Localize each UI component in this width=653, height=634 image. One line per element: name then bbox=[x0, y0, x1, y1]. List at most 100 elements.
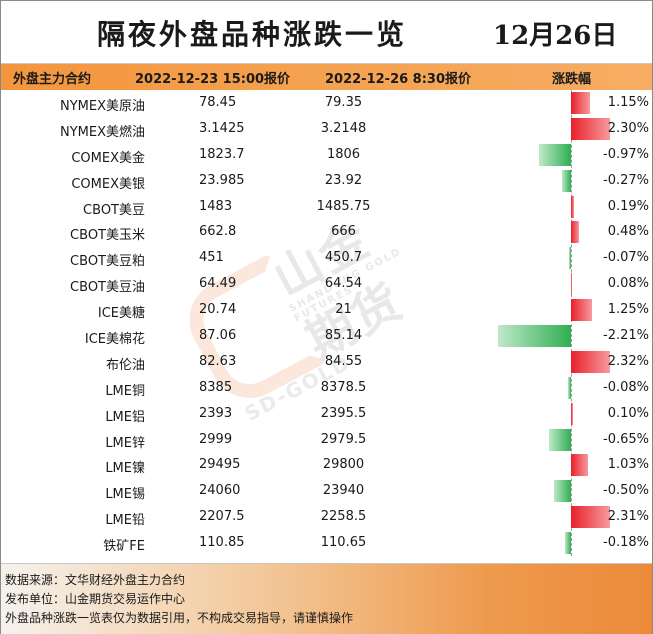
change-bar bbox=[538, 143, 571, 166]
change-bar bbox=[571, 454, 589, 477]
table-row: 布伦油 82.63 84.55 2.32% bbox=[1, 349, 652, 375]
change-bar bbox=[571, 195, 575, 218]
table-row: LME镍 29495 29800 1.03% bbox=[1, 452, 652, 478]
contract-name: LME锡 bbox=[105, 487, 145, 503]
table-row: ICE美糖 20.74 21 1.25% bbox=[1, 297, 652, 323]
price-2022-12-23: 87.06 bbox=[199, 328, 237, 344]
change-percent: -0.50% bbox=[603, 483, 649, 499]
price-2022-12-23: 78.45 bbox=[199, 95, 237, 110]
table-row: COMEX美银 23.985 23.92 -0.27% bbox=[1, 168, 652, 194]
contract-name: 铁矿FE bbox=[103, 539, 145, 555]
change-zero-axis bbox=[571, 90, 572, 556]
price-2022-12-23: 29495 bbox=[199, 457, 241, 473]
price-2022-12-23: 20.74 bbox=[199, 302, 237, 318]
table-row: LME锡 24060 23940 -0.50% bbox=[1, 478, 652, 504]
price-2022-12-26: 450.7 bbox=[324, 250, 363, 266]
contract-name: NYMEX美原油 bbox=[59, 99, 145, 114]
change-bar bbox=[497, 325, 571, 348]
change-percent: 0.08% bbox=[607, 276, 649, 292]
change-bar bbox=[571, 221, 580, 244]
contract-name: LME锌 bbox=[105, 435, 145, 451]
price-2022-12-26: 85.14 bbox=[324, 328, 363, 344]
price-2022-12-23: 110.85 bbox=[199, 535, 245, 551]
change-percent: 0.19% bbox=[607, 198, 649, 214]
change-percent: -0.08% bbox=[603, 379, 649, 395]
change-bar bbox=[549, 428, 571, 451]
price-2022-12-23: 23.985 bbox=[199, 172, 245, 188]
change-percent: -0.18% bbox=[603, 535, 649, 551]
table-row: NYMEX美原油 78.45 79.35 1.15% bbox=[1, 90, 652, 116]
change-bar bbox=[565, 532, 571, 555]
price-2022-12-26: 21 bbox=[335, 302, 352, 318]
table-row: CBOT美豆油 64.49 64.54 0.08% bbox=[1, 271, 652, 297]
price-2022-12-26: 84.55 bbox=[324, 353, 363, 369]
table-row: ICE美棉花 87.06 85.14 -2.21% bbox=[1, 323, 652, 349]
price-2022-12-26: 110.65 bbox=[320, 535, 367, 551]
price-2022-12-26: 2395.5 bbox=[320, 405, 367, 421]
table-row: NYMEX美燃油 3.1425 3.2148 2.30% bbox=[1, 116, 652, 142]
table-row: LME铅 2207.5 2258.5 2.31% bbox=[1, 504, 652, 530]
price-2022-12-26: 23940 bbox=[322, 483, 365, 499]
change-bar bbox=[571, 273, 573, 296]
price-2022-12-26: 8378.5 bbox=[320, 379, 367, 395]
change-percent: -0.65% bbox=[603, 431, 649, 447]
column-header-price1: 2022-12-23 15:00报价 bbox=[135, 72, 291, 87]
change-bar bbox=[554, 480, 571, 503]
contract-name: ICE美棉花 bbox=[84, 332, 145, 348]
price-2022-12-23: 24060 bbox=[199, 483, 241, 499]
change-bar bbox=[571, 299, 592, 322]
table-row: LME铜 8385 8378.5 -0.08% bbox=[1, 375, 652, 401]
contract-name: CBOT美豆粕 bbox=[70, 254, 145, 270]
table-row: 铁矿FE 110.85 110.65 -0.18% bbox=[1, 530, 652, 556]
contract-name: LME铜 bbox=[105, 383, 145, 399]
price-2022-12-23: 662.8 bbox=[199, 224, 237, 240]
table-row: CBOT美豆 1483 1485.75 0.19% bbox=[1, 194, 652, 220]
table-row: CBOT美豆粕 451 450.7 -0.07% bbox=[1, 245, 652, 271]
contract-name: ICE美糖 bbox=[97, 306, 145, 322]
price-2022-12-26: 2258.5 bbox=[320, 509, 367, 525]
contract-name: NYMEX美燃油 bbox=[59, 124, 145, 140]
contract-name: LME镍 bbox=[105, 461, 145, 477]
price-2022-12-23: 2999 bbox=[199, 431, 233, 447]
change-bar bbox=[571, 506, 610, 529]
table-row: CBOT美玉米 662.8 666 0.48% bbox=[1, 219, 652, 245]
price-2022-12-23: 451 bbox=[199, 250, 224, 266]
column-header-change: 涨跌幅 bbox=[552, 72, 592, 87]
contract-name: CBOT美玉米 bbox=[70, 228, 145, 244]
table-row: LME锌 2999 2979.5 -0.65% bbox=[1, 427, 652, 453]
table-row: LME铝 2393 2395.5 0.10% bbox=[1, 401, 652, 427]
footer-source: 数据来源：文华财经外盘主力合约 bbox=[5, 573, 186, 587]
footer-publisher: 发布单位：山金期货交易运作中心 bbox=[5, 592, 186, 606]
change-bar bbox=[562, 169, 571, 192]
date-label: 12月26日 bbox=[493, 21, 618, 51]
price-2022-12-26: 29800 bbox=[322, 457, 365, 473]
page-title: 隔夜外盘品种涨跌一览 bbox=[97, 18, 408, 51]
change-bar bbox=[571, 350, 610, 373]
price-2022-12-23: 82.63 bbox=[199, 353, 237, 369]
price-2022-12-26: 23.92 bbox=[324, 172, 363, 188]
change-percent: -0.07% bbox=[603, 250, 649, 266]
table-body: NYMEX美原油 78.45 79.35 1.15% NYMEX美燃油 3.1425 3.2… bbox=[1, 90, 652, 556]
change-percent: -0.97% bbox=[603, 146, 649, 162]
change-percent: -0.27% bbox=[603, 172, 649, 188]
change-percent: -2.21% bbox=[603, 328, 649, 344]
price-2022-12-26: 64.54 bbox=[324, 276, 363, 292]
change-bar bbox=[571, 117, 610, 140]
contract-name: 布伦油 bbox=[105, 357, 145, 373]
change-percent: 2.31% bbox=[607, 509, 649, 525]
price-2022-12-26: 666 bbox=[331, 224, 356, 240]
price-2022-12-23: 3.1425 bbox=[199, 120, 245, 136]
change-bar bbox=[568, 376, 571, 399]
column-header-name: 外盘主力合约 bbox=[13, 72, 92, 87]
table-header: 外盘主力合约 2022-12-23 15:00报价 2022-12-26 8:3… bbox=[1, 63, 652, 90]
contract-name: CBOT美豆 bbox=[83, 202, 145, 218]
column-header-price2: 2022-12-26 8:30报价 bbox=[325, 72, 472, 87]
contract-name: COMEX美金 bbox=[71, 150, 145, 166]
price-2022-12-23: 8385 bbox=[199, 379, 233, 395]
price-2022-12-26: 1806 bbox=[326, 146, 361, 162]
change-percent: 1.15% bbox=[607, 95, 649, 110]
contract-name: LME铝 bbox=[105, 409, 145, 425]
change-percent: 0.48% bbox=[607, 224, 649, 240]
price-2022-12-23: 2207.5 bbox=[199, 509, 245, 525]
